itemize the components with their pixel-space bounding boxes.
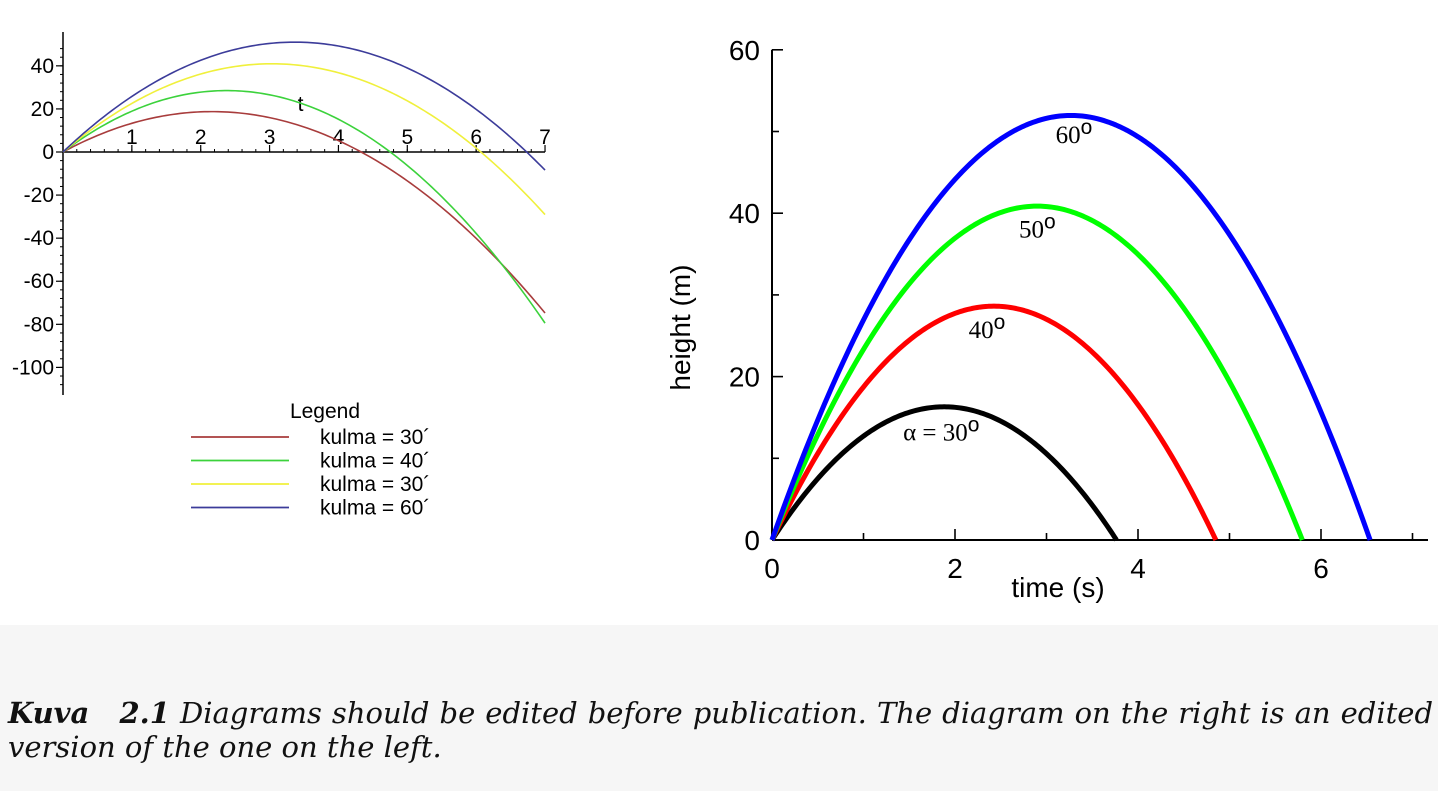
legend-entry: kulma = 30´: [320, 426, 430, 449]
y-tick-label: 20: [729, 362, 760, 393]
series-line: [62, 110, 546, 314]
right-chart: 0 20 40 60 0 2 4 6 time (s) height (m) α = 30o 40o 5…: [665, 35, 1428, 603]
y-axis-label: height (m): [665, 265, 696, 391]
x-tick-label: 7: [539, 126, 551, 149]
y-tick-label: -100: [12, 356, 54, 379]
curve-label: 60o: [1056, 116, 1093, 149]
curve-label: 40o: [969, 311, 1006, 344]
x-tick-label: 6: [470, 126, 482, 149]
caption-number: 2.1: [119, 696, 170, 730]
x-axis-label: t: [298, 93, 304, 116]
series-line: [62, 62, 546, 216]
x-tick-label: 2: [195, 126, 207, 149]
x-tick-label: 0: [764, 553, 780, 584]
y-tick-label: 20: [31, 98, 54, 121]
curve-label: α = 30o: [903, 413, 979, 446]
caption-text: Diagrams should be edited before publica…: [8, 696, 1434, 764]
y-tick-label: 40: [31, 55, 54, 78]
series-line: [769, 303, 1219, 542]
x-tick-label: 6: [1313, 553, 1329, 584]
series-line: [769, 203, 1305, 541]
caption-background: [0, 625, 1438, 791]
series-line: [62, 41, 546, 171]
x-tick-label: 5: [401, 126, 413, 149]
x-tick-label: 3: [264, 126, 276, 149]
legend-entry: kulma = 30´: [320, 473, 430, 496]
x-tick-label: 4: [333, 126, 345, 149]
curve-label: 50o: [1019, 211, 1056, 244]
figure-caption: Kuva 2.1 Diagrams should be edited befor…: [8, 696, 1433, 764]
x-tick-label: 4: [1130, 553, 1146, 584]
x-tick-label: 1: [126, 126, 138, 149]
y-tick-label: 40: [729, 198, 760, 229]
x-tick-label: 2: [947, 553, 963, 584]
y-tick-label: -20: [24, 184, 54, 207]
y-tick-label: 60: [729, 35, 760, 66]
series-line: [769, 404, 1119, 542]
legend-entry: kulma = 40´: [320, 450, 430, 473]
series-line: [769, 112, 1373, 541]
caption-label: Kuva: [8, 696, 90, 730]
figure-area: 1 2 3 4 5 6 7 40 20 0 -20 -40 -60 -80 -100 t Legend kulma…: [11, 31, 1428, 603]
legend-title: Legend: [290, 400, 360, 423]
left-chart: 1 2 3 4 5 6 7 40 20 0 -20 -40 -60 -80 -100 t Legend kulma…: [12, 31, 551, 520]
y-tick-label: 0: [744, 525, 760, 556]
y-tick-label: -60: [24, 270, 54, 293]
y-tick-label: -40: [24, 227, 54, 250]
y-tick-label: 0: [42, 141, 54, 164]
series-line: [62, 89, 546, 324]
y-tick-label: -80: [24, 313, 54, 336]
x-axis-label: time (s): [1011, 572, 1104, 603]
legend-entry: kulma = 60´: [320, 497, 430, 520]
